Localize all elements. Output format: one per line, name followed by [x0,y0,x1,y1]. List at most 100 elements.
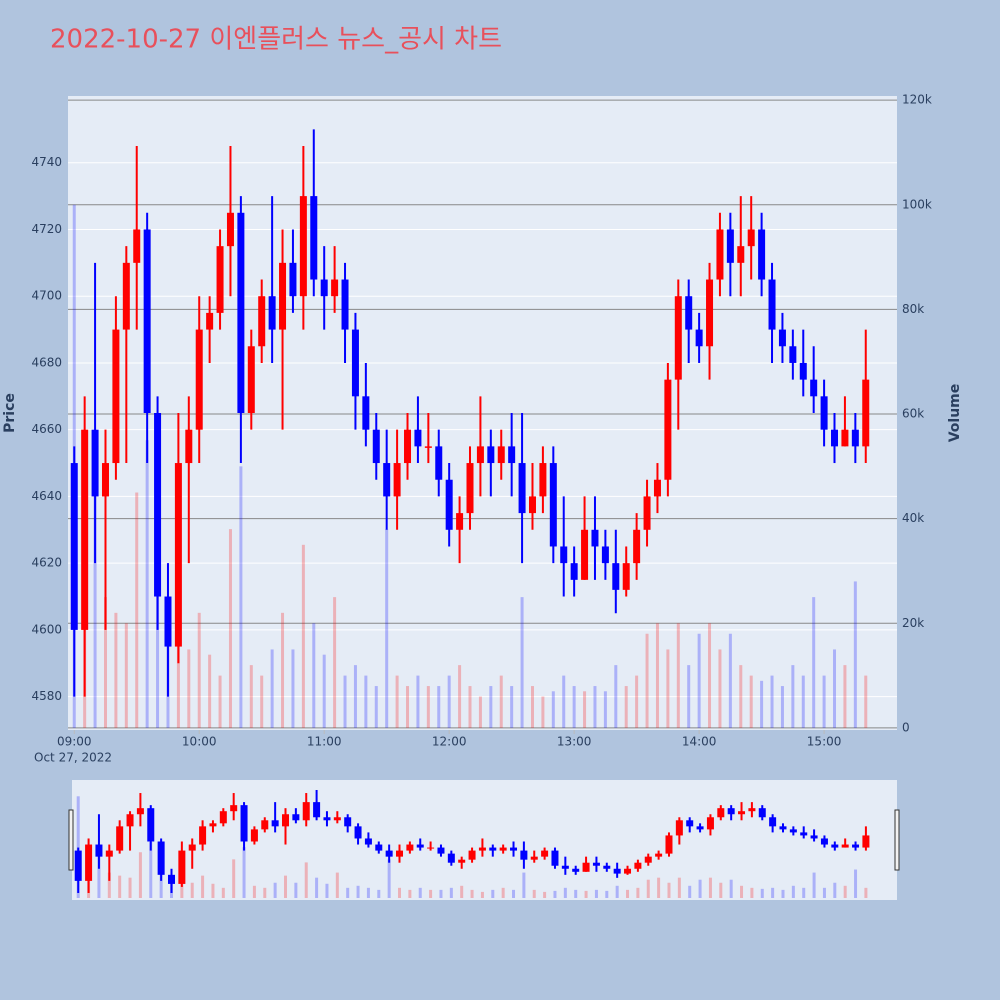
candle-body [372,429,380,464]
volume-bar [364,675,368,728]
slider-candle-body [437,847,445,854]
volume-bar [291,649,295,728]
volume-bar [583,691,587,728]
slider-candle-body [302,802,310,821]
candle-body [341,279,349,330]
slider-candle-body [458,859,466,863]
y2-tick-label: 80k [902,302,924,316]
candle-body [778,329,786,347]
candle-body [664,379,672,480]
candle-body [331,279,339,297]
slider-volume-bar [138,852,142,898]
volume-bar [385,529,389,728]
slider-candle-body [178,850,186,884]
candle-body [789,346,797,363]
slider-candle-body [738,811,746,815]
volume-bar [312,623,316,728]
volume-bar [103,597,107,728]
slider-candle-body [105,850,113,857]
slider-candle-body [696,826,704,830]
slider-candle-body [147,808,155,842]
candle-body [383,463,391,497]
volume-bar [135,492,139,728]
slider-volume-bar [221,887,225,898]
slider-volume-bar [190,882,194,898]
slider-volume-bar [387,859,391,898]
volume-bar [218,675,222,728]
volume-bar [801,675,805,728]
volume-bar [228,529,232,728]
slider-candle-body [313,802,321,818]
slider-volume-bar [315,877,319,898]
volume-bar [770,675,774,728]
slider-volume-bar [107,872,111,898]
volume-bar [437,686,441,728]
slider-volume-bar [346,887,350,898]
slider-candle-body [820,838,828,845]
volume-bar [864,675,868,728]
candle-body [247,346,255,413]
volume-bar [249,665,253,728]
slider-volume-bar [729,879,733,898]
slider-candle-body [95,844,103,857]
candle-body [70,463,78,630]
candle-body [539,463,547,497]
candle-body [466,463,474,514]
candle-body [154,413,162,597]
slider-volume-bar [439,889,443,898]
y-tick-label: 4680 [31,355,62,369]
y-tick-label: 4720 [31,222,62,236]
volume-bar [780,686,784,728]
slider-candle-body [199,826,207,845]
volume-bar [791,665,795,728]
slider-volume-bar [667,882,671,898]
candle-body [653,479,661,497]
volume-bar [426,686,430,728]
volume-bar [239,466,243,728]
candle-body [758,229,766,280]
slider-handle[interactable] [894,809,900,871]
volume-bar [510,686,514,728]
volume-bar [458,665,462,728]
slider-handle[interactable] [68,809,74,871]
slider-candle-body [116,826,124,851]
volume-bar [187,649,191,728]
candle-body [351,329,359,397]
slider-volume-bar [418,887,422,898]
candle-body [435,446,443,480]
candle-body [424,446,432,448]
slider-volume-bar [377,889,381,898]
slider-candle-body [541,850,549,857]
slider-volume-bar [294,882,298,898]
slider-volume-bar [864,887,868,898]
candle-body [268,296,276,330]
candle-body [518,463,526,514]
y2-tick-label: 120k [902,93,932,107]
slider-candle-body [758,808,766,818]
slider-volume-bar [646,879,650,898]
candle-body [258,296,266,347]
range-slider[interactable] [72,780,897,900]
x-date-label: Oct 27, 2022 [34,751,112,765]
slider-volume-bar [543,891,547,898]
slider-volume-bar [750,887,754,898]
slider-volume-bar [232,859,236,898]
candle-body [622,563,630,590]
volume-bar [374,686,378,728]
slider-volume-bar [366,887,370,898]
slider-candle-body [592,862,600,866]
slider-volume-bar [771,887,775,898]
candle-body [226,212,234,247]
x-tick-label: 11:00 [307,735,342,749]
slider-volume-bar [491,889,495,898]
volume-bar [728,633,732,728]
slider-candle-body [85,844,93,881]
candle-body [195,329,203,430]
slider-volume-bar [128,877,132,898]
slider-candle-body [323,817,331,821]
candle-body [549,463,557,547]
slider-candle-body [686,820,694,827]
candle-body [674,296,682,380]
y2-axis-title: Volume [947,384,963,443]
candle-body [445,479,453,530]
